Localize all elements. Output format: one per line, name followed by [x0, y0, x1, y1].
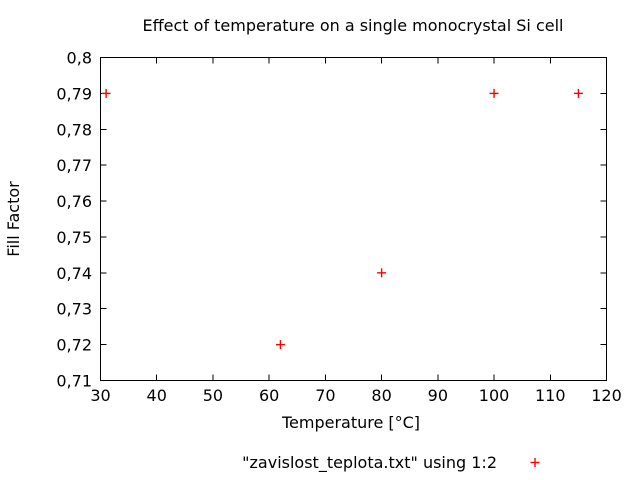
- y-tick-label: 0,71: [56, 372, 92, 391]
- x-tick-label: 110: [535, 386, 566, 405]
- x-tick-label: 70: [315, 386, 335, 405]
- x-axis-label: Temperature [°C]: [281, 413, 420, 432]
- x-tick-label: 100: [479, 386, 510, 405]
- x-tick-label: 90: [428, 386, 448, 405]
- y-tick-label: 0,75: [56, 228, 92, 247]
- x-tick-label: 40: [147, 386, 167, 405]
- y-tick-label: 0,77: [56, 156, 92, 175]
- y-tick-label: 0,79: [56, 84, 92, 103]
- legend-label: "zavislost_teplota.txt" using 1:2: [242, 453, 497, 473]
- x-tick-label: 60: [259, 386, 279, 405]
- y-tick-label: 0,78: [56, 120, 92, 139]
- data-points: [101, 88, 583, 350]
- y-tick-label: 0,8: [67, 49, 92, 68]
- y-tick-label: 0,76: [56, 192, 92, 211]
- y-tick-label: 0,72: [56, 336, 92, 355]
- y-tick-label: 0,73: [56, 300, 92, 319]
- plot-border: [100, 57, 607, 381]
- plot-area: 30 40 50 60 70 80 90 100 110 120 0,71 0,72 0,73 0,74 0…: [56, 49, 621, 406]
- x-tick-label: 80: [371, 386, 391, 405]
- chart-title: Effect of temperature on a single monocr…: [143, 16, 564, 35]
- x-tick-label: 120: [591, 386, 622, 405]
- y-axis-label: Fill Factor: [4, 181, 23, 257]
- legend-marker-icon: [530, 458, 540, 467]
- x-tick-label: 50: [203, 386, 223, 405]
- x-tick-label: 30: [90, 386, 110, 405]
- y-tick-label: 0,74: [56, 264, 92, 283]
